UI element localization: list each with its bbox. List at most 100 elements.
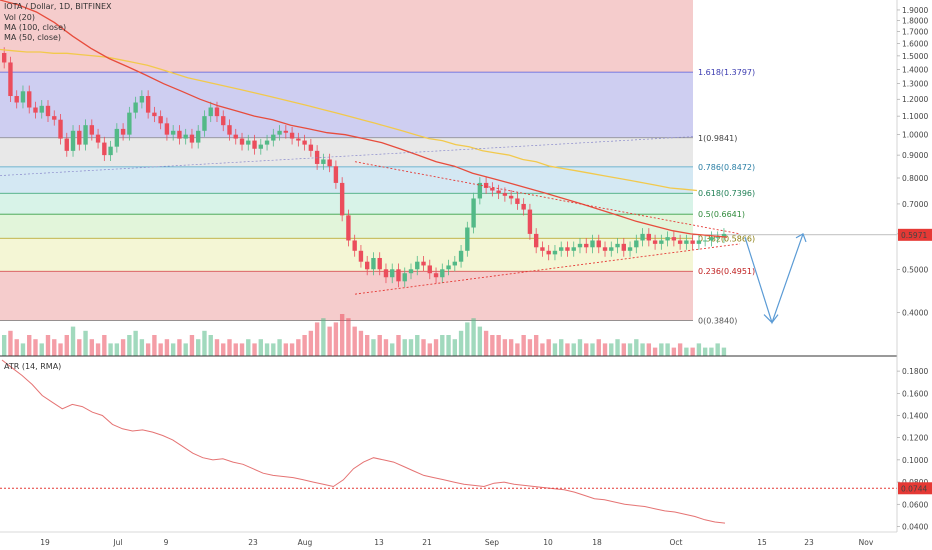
candle-body <box>352 240 357 251</box>
time-tick-label: 9 <box>164 538 169 547</box>
volume-bar <box>452 339 458 356</box>
volume-bar <box>671 347 677 356</box>
volume-bar <box>208 335 213 356</box>
candle-body <box>584 243 589 248</box>
volume-bar <box>490 335 495 356</box>
candle-body <box>465 227 470 251</box>
atr-indicator-label[interactable]: ATR (14, RMA) <box>4 362 62 371</box>
candle-body <box>264 140 270 145</box>
volume-bar <box>446 335 451 356</box>
candle-body <box>490 187 495 191</box>
candle-body <box>164 123 170 135</box>
candle-body <box>2 52 7 63</box>
price-tick-label: 1.6000 <box>902 39 928 48</box>
volume-bar <box>170 343 176 356</box>
candle-body <box>246 140 251 145</box>
volume-bar <box>502 339 508 356</box>
price-tick-label: 1.0000 <box>902 131 928 140</box>
time-tick-label: Aug <box>298 538 313 547</box>
candle-body <box>302 140 307 145</box>
volume-bar <box>152 335 157 356</box>
fib-level-label: 0.786(0.8472) <box>698 163 755 172</box>
candle-body <box>458 250 464 262</box>
volume-bar <box>552 343 558 356</box>
volume-bar <box>39 343 44 356</box>
time-tick-label: 13 <box>374 538 384 547</box>
volume-bar <box>371 339 376 356</box>
volume-bar <box>202 330 207 356</box>
candle-body <box>114 128 120 147</box>
projection-path <box>744 233 804 325</box>
candle-body <box>565 247 570 251</box>
volume-bar <box>709 347 714 356</box>
atr-panel <box>0 359 897 524</box>
volume-bar <box>615 339 620 356</box>
volume-bar <box>2 335 7 356</box>
price-tick-label: 0.8000 <box>902 174 928 183</box>
volume-bar <box>508 339 514 356</box>
candle-body <box>684 240 689 244</box>
candle-body <box>640 233 645 241</box>
volume-bar <box>696 343 702 356</box>
candle-body <box>590 240 595 248</box>
descending-resistance <box>354 161 741 235</box>
ma100-indicator-label[interactable]: MA (100, close) <box>4 23 67 32</box>
volume-bar <box>145 343 151 356</box>
volume-bar <box>308 330 314 356</box>
candle-body <box>527 209 533 234</box>
volume-bar <box>246 339 251 356</box>
volume-bar <box>8 330 13 356</box>
ma50-line <box>0 0 728 238</box>
volume-bar <box>95 343 101 356</box>
time-tick-label: 15 <box>757 538 767 547</box>
candle-body <box>502 193 508 196</box>
volume-bar <box>139 339 145 356</box>
candle-body <box>27 91 32 108</box>
time-tick-label: Jul <box>112 538 122 547</box>
volume-bar <box>609 343 614 356</box>
volume-bar <box>621 343 626 356</box>
ma50-indicator-label[interactable]: MA (50, close) <box>4 33 62 42</box>
candle-body <box>358 250 364 262</box>
time-tick-label: 18 <box>592 538 602 547</box>
candle-body <box>546 250 551 255</box>
volume-bar <box>577 339 583 356</box>
volume-bar <box>127 335 132 356</box>
fib-level-label: 1(0.9841) <box>698 134 737 143</box>
projection-arrowhead-up <box>795 233 807 243</box>
last-price-value: 0.5971 <box>901 231 927 240</box>
volume-bar <box>721 347 727 356</box>
candle-body <box>239 138 245 145</box>
volume-bar <box>515 343 520 356</box>
candle-body <box>289 132 295 139</box>
candle-body <box>208 107 213 117</box>
candle-body <box>446 265 451 270</box>
candle-body <box>609 247 614 251</box>
candle-body <box>20 91 26 103</box>
volume-bar <box>702 347 708 356</box>
volume-bar <box>433 339 439 356</box>
volume-bar <box>339 314 345 356</box>
price-tick-label: 0.4000 <box>902 309 928 318</box>
candle-body <box>521 203 526 210</box>
volume-bar <box>602 343 608 356</box>
candle-body <box>433 273 439 278</box>
volume-bar <box>277 339 282 356</box>
volume-bar <box>684 347 689 356</box>
time-tick-label: 19 <box>40 538 50 547</box>
candle-body <box>214 107 220 117</box>
candle-body <box>258 144 263 149</box>
candle-body <box>283 130 289 133</box>
atr-value: 0.0744 <box>901 484 927 493</box>
volume-bar <box>677 343 683 356</box>
candle-body <box>139 96 145 103</box>
candle-body <box>559 247 564 251</box>
volume-bar <box>120 339 126 356</box>
volume-bar <box>646 343 652 356</box>
volume-bar <box>64 335 69 356</box>
volume-bar <box>333 322 339 356</box>
volume-indicator-label[interactable]: Vol (20) <box>4 13 35 22</box>
price-tick-label: 1.7000 <box>902 28 928 37</box>
candle-body <box>189 134 195 143</box>
